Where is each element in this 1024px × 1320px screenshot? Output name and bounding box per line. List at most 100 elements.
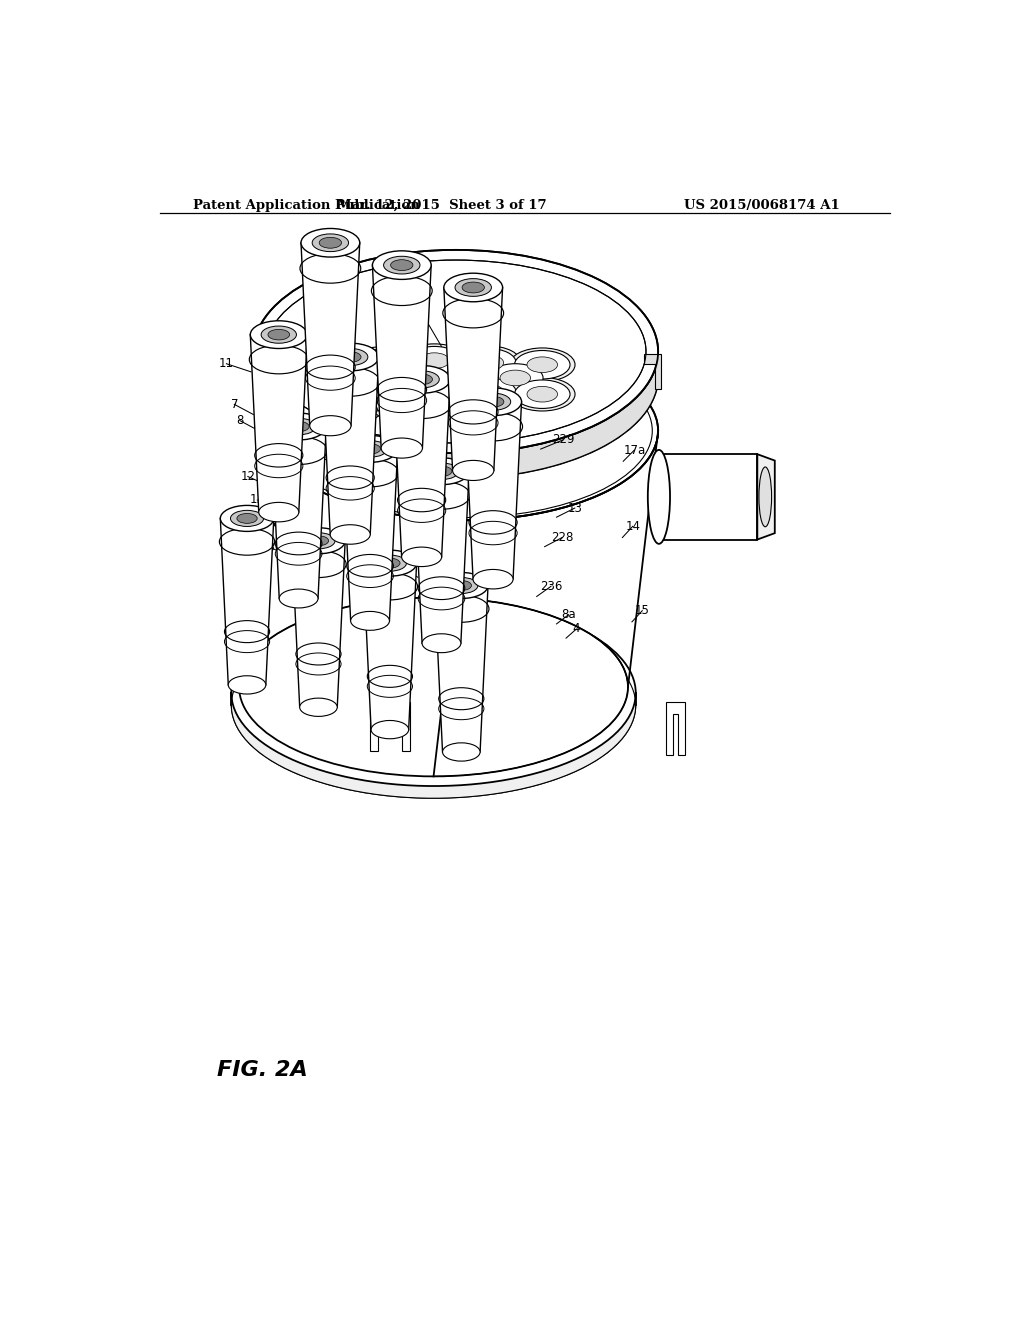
Polygon shape [253, 351, 658, 479]
Ellipse shape [411, 374, 432, 384]
Text: 14: 14 [626, 520, 640, 533]
Text: Mar. 12, 2015  Sheet 3 of 17: Mar. 12, 2015 Sheet 3 of 17 [337, 199, 546, 213]
Polygon shape [434, 586, 488, 752]
Ellipse shape [433, 360, 489, 389]
Ellipse shape [268, 330, 290, 341]
Ellipse shape [312, 234, 348, 252]
Polygon shape [301, 243, 359, 426]
Polygon shape [370, 702, 410, 751]
Polygon shape [443, 288, 503, 470]
Text: 238: 238 [373, 292, 395, 304]
Text: 230: 230 [260, 541, 282, 554]
Polygon shape [474, 438, 485, 454]
Ellipse shape [342, 436, 397, 462]
Ellipse shape [431, 466, 452, 477]
Ellipse shape [220, 506, 273, 532]
Text: 228: 228 [551, 531, 573, 544]
Text: 229: 229 [269, 405, 292, 418]
Ellipse shape [422, 634, 461, 652]
Polygon shape [254, 354, 270, 387]
Ellipse shape [487, 364, 543, 392]
Text: 17c: 17c [328, 318, 349, 330]
Ellipse shape [462, 282, 484, 293]
Ellipse shape [404, 371, 439, 388]
Text: 242: 242 [290, 444, 312, 457]
Ellipse shape [230, 511, 263, 527]
Ellipse shape [461, 348, 516, 378]
Ellipse shape [377, 391, 432, 420]
Polygon shape [433, 342, 658, 776]
Polygon shape [394, 447, 406, 465]
Text: 240: 240 [255, 428, 278, 441]
Ellipse shape [401, 345, 467, 378]
Polygon shape [240, 342, 464, 686]
Ellipse shape [253, 249, 658, 453]
Ellipse shape [364, 550, 417, 576]
Polygon shape [663, 454, 758, 540]
Ellipse shape [300, 698, 337, 717]
Ellipse shape [401, 546, 441, 566]
Ellipse shape [372, 388, 437, 422]
Ellipse shape [323, 393, 378, 421]
Ellipse shape [373, 251, 431, 280]
Ellipse shape [381, 438, 423, 458]
Ellipse shape [392, 370, 423, 385]
Ellipse shape [510, 378, 575, 411]
Ellipse shape [231, 612, 636, 799]
Polygon shape [644, 354, 662, 389]
Ellipse shape [456, 346, 521, 379]
Text: US 2015/0068174 A1: US 2015/0068174 A1 [684, 199, 840, 213]
Text: 8: 8 [237, 414, 244, 428]
Text: 15: 15 [635, 605, 649, 618]
Text: 228: 228 [258, 517, 281, 529]
Ellipse shape [269, 342, 658, 520]
Ellipse shape [317, 391, 383, 424]
Ellipse shape [371, 721, 409, 739]
Ellipse shape [240, 598, 628, 776]
Ellipse shape [419, 381, 450, 397]
Ellipse shape [475, 393, 511, 411]
Ellipse shape [330, 525, 371, 544]
Polygon shape [271, 426, 327, 598]
Polygon shape [342, 449, 397, 620]
Ellipse shape [271, 413, 327, 440]
Ellipse shape [288, 421, 309, 432]
Ellipse shape [347, 375, 413, 409]
Ellipse shape [352, 378, 409, 407]
Ellipse shape [414, 458, 469, 484]
Ellipse shape [374, 556, 407, 572]
Ellipse shape [253, 276, 658, 479]
Ellipse shape [347, 347, 413, 380]
Ellipse shape [446, 367, 476, 383]
Ellipse shape [514, 380, 570, 408]
Text: 229: 229 [552, 433, 574, 446]
Ellipse shape [350, 611, 389, 631]
Ellipse shape [527, 356, 557, 372]
Text: 236: 236 [388, 558, 411, 572]
Polygon shape [414, 471, 469, 643]
Polygon shape [666, 702, 685, 755]
Text: 4: 4 [572, 623, 581, 635]
Ellipse shape [380, 558, 400, 568]
Polygon shape [364, 564, 417, 730]
Ellipse shape [456, 375, 521, 409]
Text: 244: 244 [407, 300, 429, 313]
Ellipse shape [261, 326, 296, 343]
Ellipse shape [301, 228, 359, 257]
Ellipse shape [407, 346, 462, 375]
Ellipse shape [228, 676, 266, 694]
Text: 13: 13 [250, 494, 265, 507]
Text: 17a: 17a [624, 444, 645, 457]
Text: 230: 230 [474, 570, 497, 583]
Ellipse shape [282, 418, 315, 434]
Polygon shape [430, 387, 450, 412]
Ellipse shape [393, 366, 451, 393]
Ellipse shape [401, 372, 467, 407]
Ellipse shape [280, 589, 318, 609]
Text: Patent Application Publication: Patent Application Publication [194, 199, 420, 213]
Text: 13: 13 [567, 502, 583, 515]
Ellipse shape [319, 238, 342, 248]
Text: FIG. 2A: FIG. 2A [217, 1060, 307, 1080]
Ellipse shape [452, 581, 471, 590]
Ellipse shape [375, 362, 440, 395]
